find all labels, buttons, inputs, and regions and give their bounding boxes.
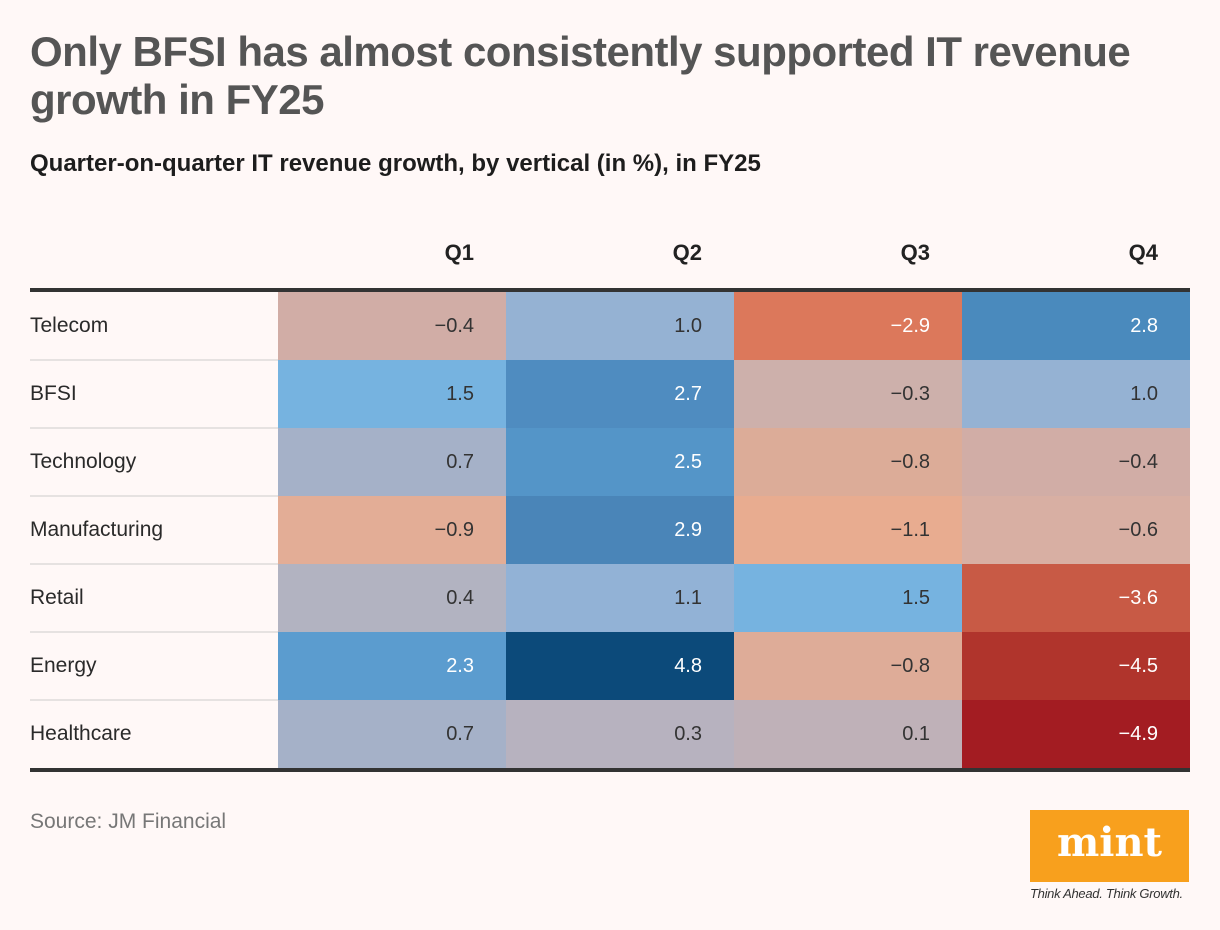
column-header: Q1 (444, 240, 474, 265)
column-header: Q4 (1128, 240, 1158, 265)
heatmap-cell: 2.3 (278, 632, 506, 700)
row-divider (30, 359, 278, 361)
heatmap-cell: 1.5 (278, 360, 506, 428)
heatmap-cell: −0.4 (962, 428, 1190, 496)
source-note: Source: JM Financial (30, 810, 227, 833)
table-row: Retail 0.4 1.1 1.5 −3.6 (30, 564, 1190, 632)
chart-subtitle: Quarter-on-quarter IT revenue growth, by… (30, 150, 761, 177)
heatmap-cell: −0.9 (278, 496, 506, 564)
row-label: Healthcare (30, 722, 132, 745)
table-row: Telecom −0.4 1.0 −2.9 2.8 (30, 292, 1190, 360)
row-divider (30, 699, 278, 701)
heatmap-cell: 2.8 (962, 292, 1190, 360)
heatmap-cell: −0.8 (734, 428, 962, 496)
heatmap-cell: 0.7 (278, 428, 506, 496)
row-label: BFSI (30, 382, 77, 405)
mint-logo: mint (1030, 810, 1189, 882)
row-label: Energy (30, 654, 97, 677)
heatmap-cell: 0.3 (506, 700, 734, 768)
table-row: BFSI 1.5 2.7 −0.3 1.0 (30, 360, 1190, 428)
row-divider (30, 631, 278, 633)
heatmap-cell: −0.6 (962, 496, 1190, 564)
heatmap-cell: 1.5 (734, 564, 962, 632)
heatmap-cell: 4.8 (506, 632, 734, 700)
column-header: Q2 (672, 240, 702, 265)
heatmap-cell: 1.1 (506, 564, 734, 632)
row-label: Manufacturing (30, 518, 164, 541)
row-divider (30, 495, 278, 497)
heatmap-cell: −0.8 (734, 632, 962, 700)
heatmap-cell: 2.9 (506, 496, 734, 564)
heatmap-cell: −4.5 (962, 632, 1190, 700)
chart-title: Only BFSI has almost consistently suppor… (30, 28, 1131, 123)
heatmap-cell: 2.5 (506, 428, 734, 496)
heatmap-cell: 0.1 (734, 700, 962, 768)
heatmap-cell: 1.0 (962, 360, 1190, 428)
heatmap-cell: −0.3 (734, 360, 962, 428)
heatmap-cell: −4.9 (962, 700, 1190, 768)
heatmap-cell: −2.9 (734, 292, 962, 360)
table-top-rule (30, 288, 1190, 292)
row-divider (30, 563, 278, 565)
logo-tagline: Think Ahead. Think Growth. (1030, 886, 1183, 901)
heatmap-cell: −3.6 (962, 564, 1190, 632)
table-row: Healthcare 0.7 0.3 0.1 −4.9 (30, 700, 1190, 768)
heatmap-cell: 2.7 (506, 360, 734, 428)
table-row: Energy 2.3 4.8 −0.8 −4.5 (30, 632, 1190, 700)
heatmap-cell: −0.4 (278, 292, 506, 360)
heatmap-cell: 0.4 (278, 564, 506, 632)
table-bottom-rule (30, 768, 1190, 772)
heatmap-cell: 1.0 (506, 292, 734, 360)
heatmap-cell: −1.1 (734, 496, 962, 564)
table-row: Manufacturing −0.9 2.9 −1.1 −0.6 (30, 496, 1190, 564)
heatmap-cell: 0.7 (278, 700, 506, 768)
row-divider (30, 427, 278, 429)
row-label: Telecom (30, 314, 109, 337)
row-label: Technology (30, 450, 137, 473)
column-header: Q3 (900, 240, 930, 265)
row-label: Retail (30, 586, 84, 609)
table-row: Technology 0.7 2.5 −0.8 −0.4 (30, 428, 1190, 496)
